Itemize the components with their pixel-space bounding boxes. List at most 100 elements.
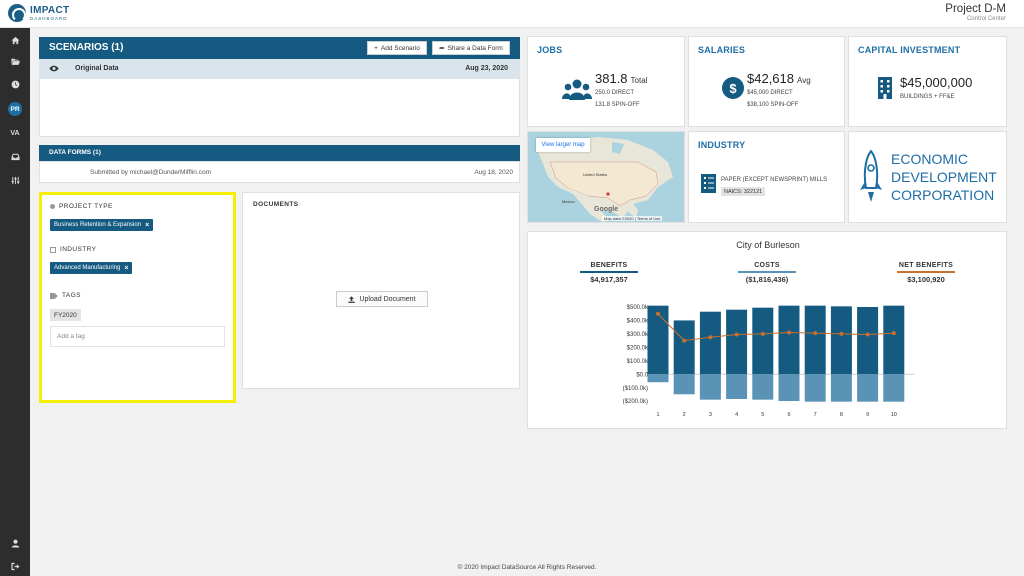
add-tag-input[interactable] [50,326,225,347]
salaries-title: SALARIES [698,45,746,55]
benefit-bar [699,311,721,375]
scenarios-title: SCENARIOS (1) [49,42,124,53]
net-benefits-point [865,332,870,337]
y-tick-label: $0.0 [636,372,648,378]
data-form-submitter: Submitted by michael@DunderMifflin.com [90,169,211,176]
inbox-icon[interactable] [0,147,30,165]
scenario-row[interactable]: Original Data Aug 23, 2020 [39,59,520,79]
upload-document-button[interactable]: Upload Document [336,291,428,307]
clock-icon[interactable] [0,75,30,93]
map-label-us: United States [583,172,608,177]
benefit-bar [726,309,748,375]
benefit-bar [857,307,879,375]
capital-value: $45,000,000 [900,75,973,90]
cost-bar [699,374,721,400]
cost-bar [883,374,905,402]
cost-bar [647,374,669,383]
edc-line-3: CORPORATION [891,187,995,203]
x-tick-label: 4 [735,412,738,418]
y-tick-label: ($200.0k) [623,399,648,405]
cost-bar [857,374,879,402]
net-benefits-point [734,332,739,337]
project-title: Project D-M [945,3,1006,15]
chart-title: City of Burleson [736,240,800,250]
net-benefits-point [682,338,687,343]
home-icon[interactable] [0,31,30,49]
nav-pr[interactable]: PR [0,100,30,118]
sliders-icon[interactable] [0,171,30,189]
sign-out-icon[interactable] [0,557,30,575]
google-logo: Google [594,206,619,213]
building-icon [878,77,892,99]
x-tick-label: 2 [683,412,686,418]
kpi-costs-value: ($1,816,436) [745,275,789,284]
jobs-title: JOBS [537,45,563,55]
x-tick-label: 1 [656,412,659,418]
tag-chip[interactable]: FY2020 [50,309,81,321]
add-scenario-button[interactable]: + Add Scenario [367,41,427,55]
net-benefits-point [708,335,713,340]
jobs-total: 381.8 Total [595,71,647,86]
salaries-unit: Avg [797,76,811,85]
y-tick-label: $500.0k [627,305,649,311]
jobs-card: JOBS 381.8 Total 250.0 DIRECT 131.8 SPIN-… [527,36,685,127]
cost-bar [673,374,695,395]
documents-card: DOCUMENTS Upload Document [242,192,520,389]
impact-dashboard-logo[interactable]: IMPACT DASHBOARD [8,4,78,24]
project-type-chip-label: Business Retention & Expansion [54,222,142,228]
x-tick-label: 8 [840,412,843,418]
share-data-form-label: Share a Data Form [447,44,503,52]
salaries-average: $42,618 Avg [747,71,811,86]
industry-description: PAPER (EXCEPT NEWSPRINT) MILLS [721,177,828,183]
project-type-chip[interactable]: Business Retention & Expansion × [50,219,154,231]
dollar-icon: $ [722,77,744,99]
x-tick-label: 5 [761,412,764,418]
data-form-date: Aug 18, 2020 [474,169,513,176]
folder-open-icon[interactable] [0,52,30,70]
capital-title: CAPITAL INVESTMENT [858,45,961,55]
user-icon[interactable] [0,534,30,552]
users-icon [562,79,592,100]
data-form-row[interactable]: Submitted by michael@DunderMifflin.com A… [39,161,520,183]
jobs-direct: 250.0 DIRECT [595,90,635,96]
edc-line-2: DEVELOPMENT [891,169,997,185]
industry-chip[interactable]: Advanced Manufacturing × [50,262,133,274]
pr-badge: PR [8,102,22,116]
industry-grid-icon [50,246,56,253]
map-label-mexico: Mexico [562,199,575,204]
kpi-benefits-value: $4,917,357 [590,275,628,284]
upload-icon [348,295,356,303]
net-benefits-point [891,331,896,336]
jobs-value: 381.8 [595,71,628,86]
nav-va[interactable]: VA [0,124,30,142]
cost-bar [726,374,748,399]
benefit-bar [647,305,669,375]
remove-chip-icon[interactable]: × [124,264,129,272]
benefit-bar [752,307,774,375]
y-tick-label: $300.0k [627,332,649,338]
project-type-label: PROJECT TYPE [50,203,113,210]
kpi-net-benefits-value: $3,100,920 [907,275,945,284]
x-tick-label: 9 [866,412,869,418]
view-larger-map-button[interactable]: View larger map [536,138,590,152]
copyright-text: © 2020 Impact DataSource All Rights Rese… [457,564,597,571]
x-tick-label: 7 [814,412,817,418]
kpi-net-benefits-underline [897,271,955,273]
va-label: VA [10,129,20,137]
map-attribution[interactable]: Map data ©2020 | Terms of Use [602,216,663,221]
salaries-direct: $45,000 DIRECT [747,90,793,96]
net-benefits-line [657,313,894,342]
salaries-value: $42,618 [747,71,794,86]
y-tick-label: $400.0k [627,319,649,325]
capital-investment-card: CAPITAL INVESTMENT $45,000,000 BUILDINGS… [848,36,1007,127]
share-data-form-button[interactable]: ➦ Share a Data Form [432,41,510,55]
map-image [538,137,673,222]
remove-chip-icon[interactable]: × [145,221,150,229]
edc-logo-text: ECONOMIC DEVELOPMENT CORPORATION [891,150,997,204]
eye-icon[interactable] [49,65,59,72]
project-tags-panel: PROJECT TYPE Business Retention & Expans… [39,192,236,403]
location-map[interactable]: View larger map United States Mexico Goo… [527,131,685,223]
data-forms-title: DATA FORMS (1) [49,149,101,156]
benefits-bar-chart: $500.0k $400.0k $300.0k $200.0k $100.0k $0.0 (… [623,305,914,418]
project-type-text: PROJECT TYPE [59,203,113,210]
